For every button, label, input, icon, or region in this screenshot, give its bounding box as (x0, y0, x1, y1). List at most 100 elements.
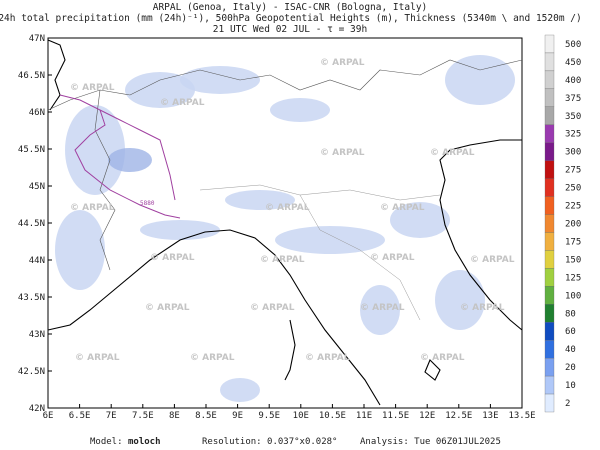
colorbar-swatch (544, 34, 555, 54)
watermark: © ARPAL (420, 353, 465, 363)
lat-label: 42.5N (18, 367, 45, 377)
colorbar-label: 10 (565, 381, 576, 391)
watermark: © ARPAL (320, 148, 365, 158)
colorbar-swatch (544, 214, 555, 233)
watermark: © ARPAL (360, 303, 405, 313)
colorbar-swatch (544, 250, 555, 269)
watermark: © ARPAL (320, 58, 365, 68)
watermark: © ARPAL (70, 83, 115, 93)
lat-label: 43.5N (18, 293, 45, 303)
lon-label: 10E (293, 411, 309, 421)
lat-label: 46N (29, 108, 45, 118)
colorbar-swatch (544, 142, 555, 161)
footer-analysis: Analysis: Tue 06Z01JUL2025 (360, 437, 501, 447)
colorbar-label: 60 (565, 327, 576, 337)
colorbar-swatch (544, 106, 555, 125)
lon-label: 6.5E (69, 411, 91, 421)
coastline (47, 39, 523, 406)
watermark: © ARPAL (460, 303, 505, 313)
footer-label: Model: (90, 437, 123, 447)
colorbar-swatch (544, 268, 555, 287)
colorbar-swatch (544, 232, 555, 251)
lon-label: 12.5E (445, 411, 472, 421)
colorbar-label: 275 (565, 166, 581, 176)
watermark: © ARPAL (430, 148, 475, 158)
colorbar-label: 150 (565, 255, 581, 265)
colorbar-label: 250 (565, 184, 581, 194)
lat-label: 46.5N (18, 71, 45, 81)
colorbar-swatch (544, 393, 555, 413)
lon-label: 7.5E (132, 411, 154, 421)
lat-label: 44N (29, 256, 45, 266)
lon-label: 9.5E (258, 411, 280, 421)
watermark: © ARPAL (260, 255, 305, 265)
colorbar-label: 375 (565, 94, 581, 104)
lon-label: 9E (232, 411, 243, 421)
colorbar-swatch (544, 88, 555, 107)
colorbar-label: 80 (565, 309, 576, 319)
lat-label: 43N (29, 330, 45, 340)
lon-label: 6E (43, 411, 54, 421)
colorbar-swatch (544, 375, 555, 395)
header-line: ARPAL (Genoa, Italy) - ISAC-CNR (Bologna… (153, 2, 428, 13)
geopotential-contour (59, 94, 181, 219)
watermark: © ARPAL (380, 203, 425, 213)
precipitation-field (55, 55, 515, 402)
colorbar-swatch (544, 357, 555, 377)
colorbar-label: 225 (565, 202, 581, 212)
watermarks: © ARPAL © ARPAL © ARPAL © ARPAL © ARPAL © ARP… (70, 58, 515, 363)
watermark: © ARPAL (160, 98, 205, 108)
colorbar-label: 500 (565, 40, 581, 50)
colorbar: 500 450 400 375 350 325 300 275 250 225 200 175 150 1… (544, 34, 581, 413)
watermark: © ARPAL (305, 353, 350, 363)
colorbar-swatch (544, 124, 555, 143)
lon-label: 11.5E (382, 411, 409, 421)
lon-label: 8.5E (195, 411, 217, 421)
watermark: © ARPAL (370, 253, 415, 263)
colorbar-label: 20 (565, 363, 576, 373)
colorbar-label: 40 (565, 345, 576, 355)
watermark: © ARPAL (150, 253, 195, 263)
lon-label: 7E (106, 411, 117, 421)
lat-label: 44.5N (18, 219, 45, 229)
colorbar-swatch (544, 340, 555, 359)
colorbar-label: 2 (565, 399, 570, 409)
lat-label: 45.5N (18, 145, 45, 155)
latitude-labels: 47N 46.5N 46N 45.5N 45N 44.5N 44N 43.5N 43N 42.5N… (18, 34, 52, 414)
colorbar-swatch (544, 196, 555, 215)
colorbar-label: 175 (565, 237, 581, 247)
lat-label: 42N (29, 404, 45, 414)
colorbar-label: 200 (565, 220, 581, 230)
watermark: © ARPAL (145, 303, 190, 313)
contour-label: 5880 (140, 200, 155, 207)
lon-label: 12E (419, 411, 435, 421)
lat-label: 47N (29, 34, 45, 44)
footer-model: moloch (128, 437, 161, 447)
lon-label: 10.5E (319, 411, 346, 421)
colorbar-swatch (544, 304, 555, 323)
watermark: © ARPAL (470, 255, 515, 265)
colorbar-label: 100 (565, 291, 581, 301)
colorbar-swatch (544, 178, 555, 197)
watermark: © ARPAL (75, 353, 120, 363)
colorbar-swatch (544, 322, 555, 341)
colorbar-label: 350 (565, 112, 581, 122)
footer-resolution: Resolution: 0.037°x0.028° (202, 437, 337, 447)
lon-label: 8E (169, 411, 180, 421)
colorbar-swatch (544, 70, 555, 90)
lon-label: 11E (356, 411, 372, 421)
colorbar-label: 125 (565, 273, 581, 283)
borders (47, 59, 523, 321)
watermark: © ARPAL (265, 203, 310, 213)
header-line: 21 UTC Wed 02 JUL - τ = 39h (213, 24, 367, 35)
lat-label: 45N (29, 182, 45, 192)
watermark: © ARPAL (190, 353, 235, 363)
colorbar-swatch (544, 52, 555, 72)
colorbar-swatch (544, 160, 555, 179)
colorbar-label: 450 (565, 58, 581, 68)
watermark: © ARPAL (70, 203, 115, 213)
colorbar-label: 400 (565, 76, 581, 86)
longitude-labels: 6E 6.5E 7E 7.5E 8E 8.5E 9E 9.5E 10E 10.5E 11E 11.5E… (43, 404, 536, 421)
